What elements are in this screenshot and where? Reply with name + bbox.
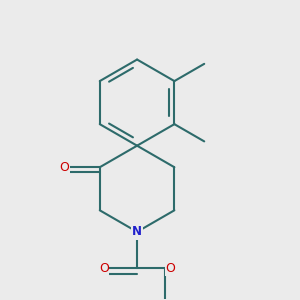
Text: O: O xyxy=(99,262,109,275)
Text: O: O xyxy=(59,161,69,174)
Text: O: O xyxy=(165,262,175,275)
Text: N: N xyxy=(132,225,142,238)
